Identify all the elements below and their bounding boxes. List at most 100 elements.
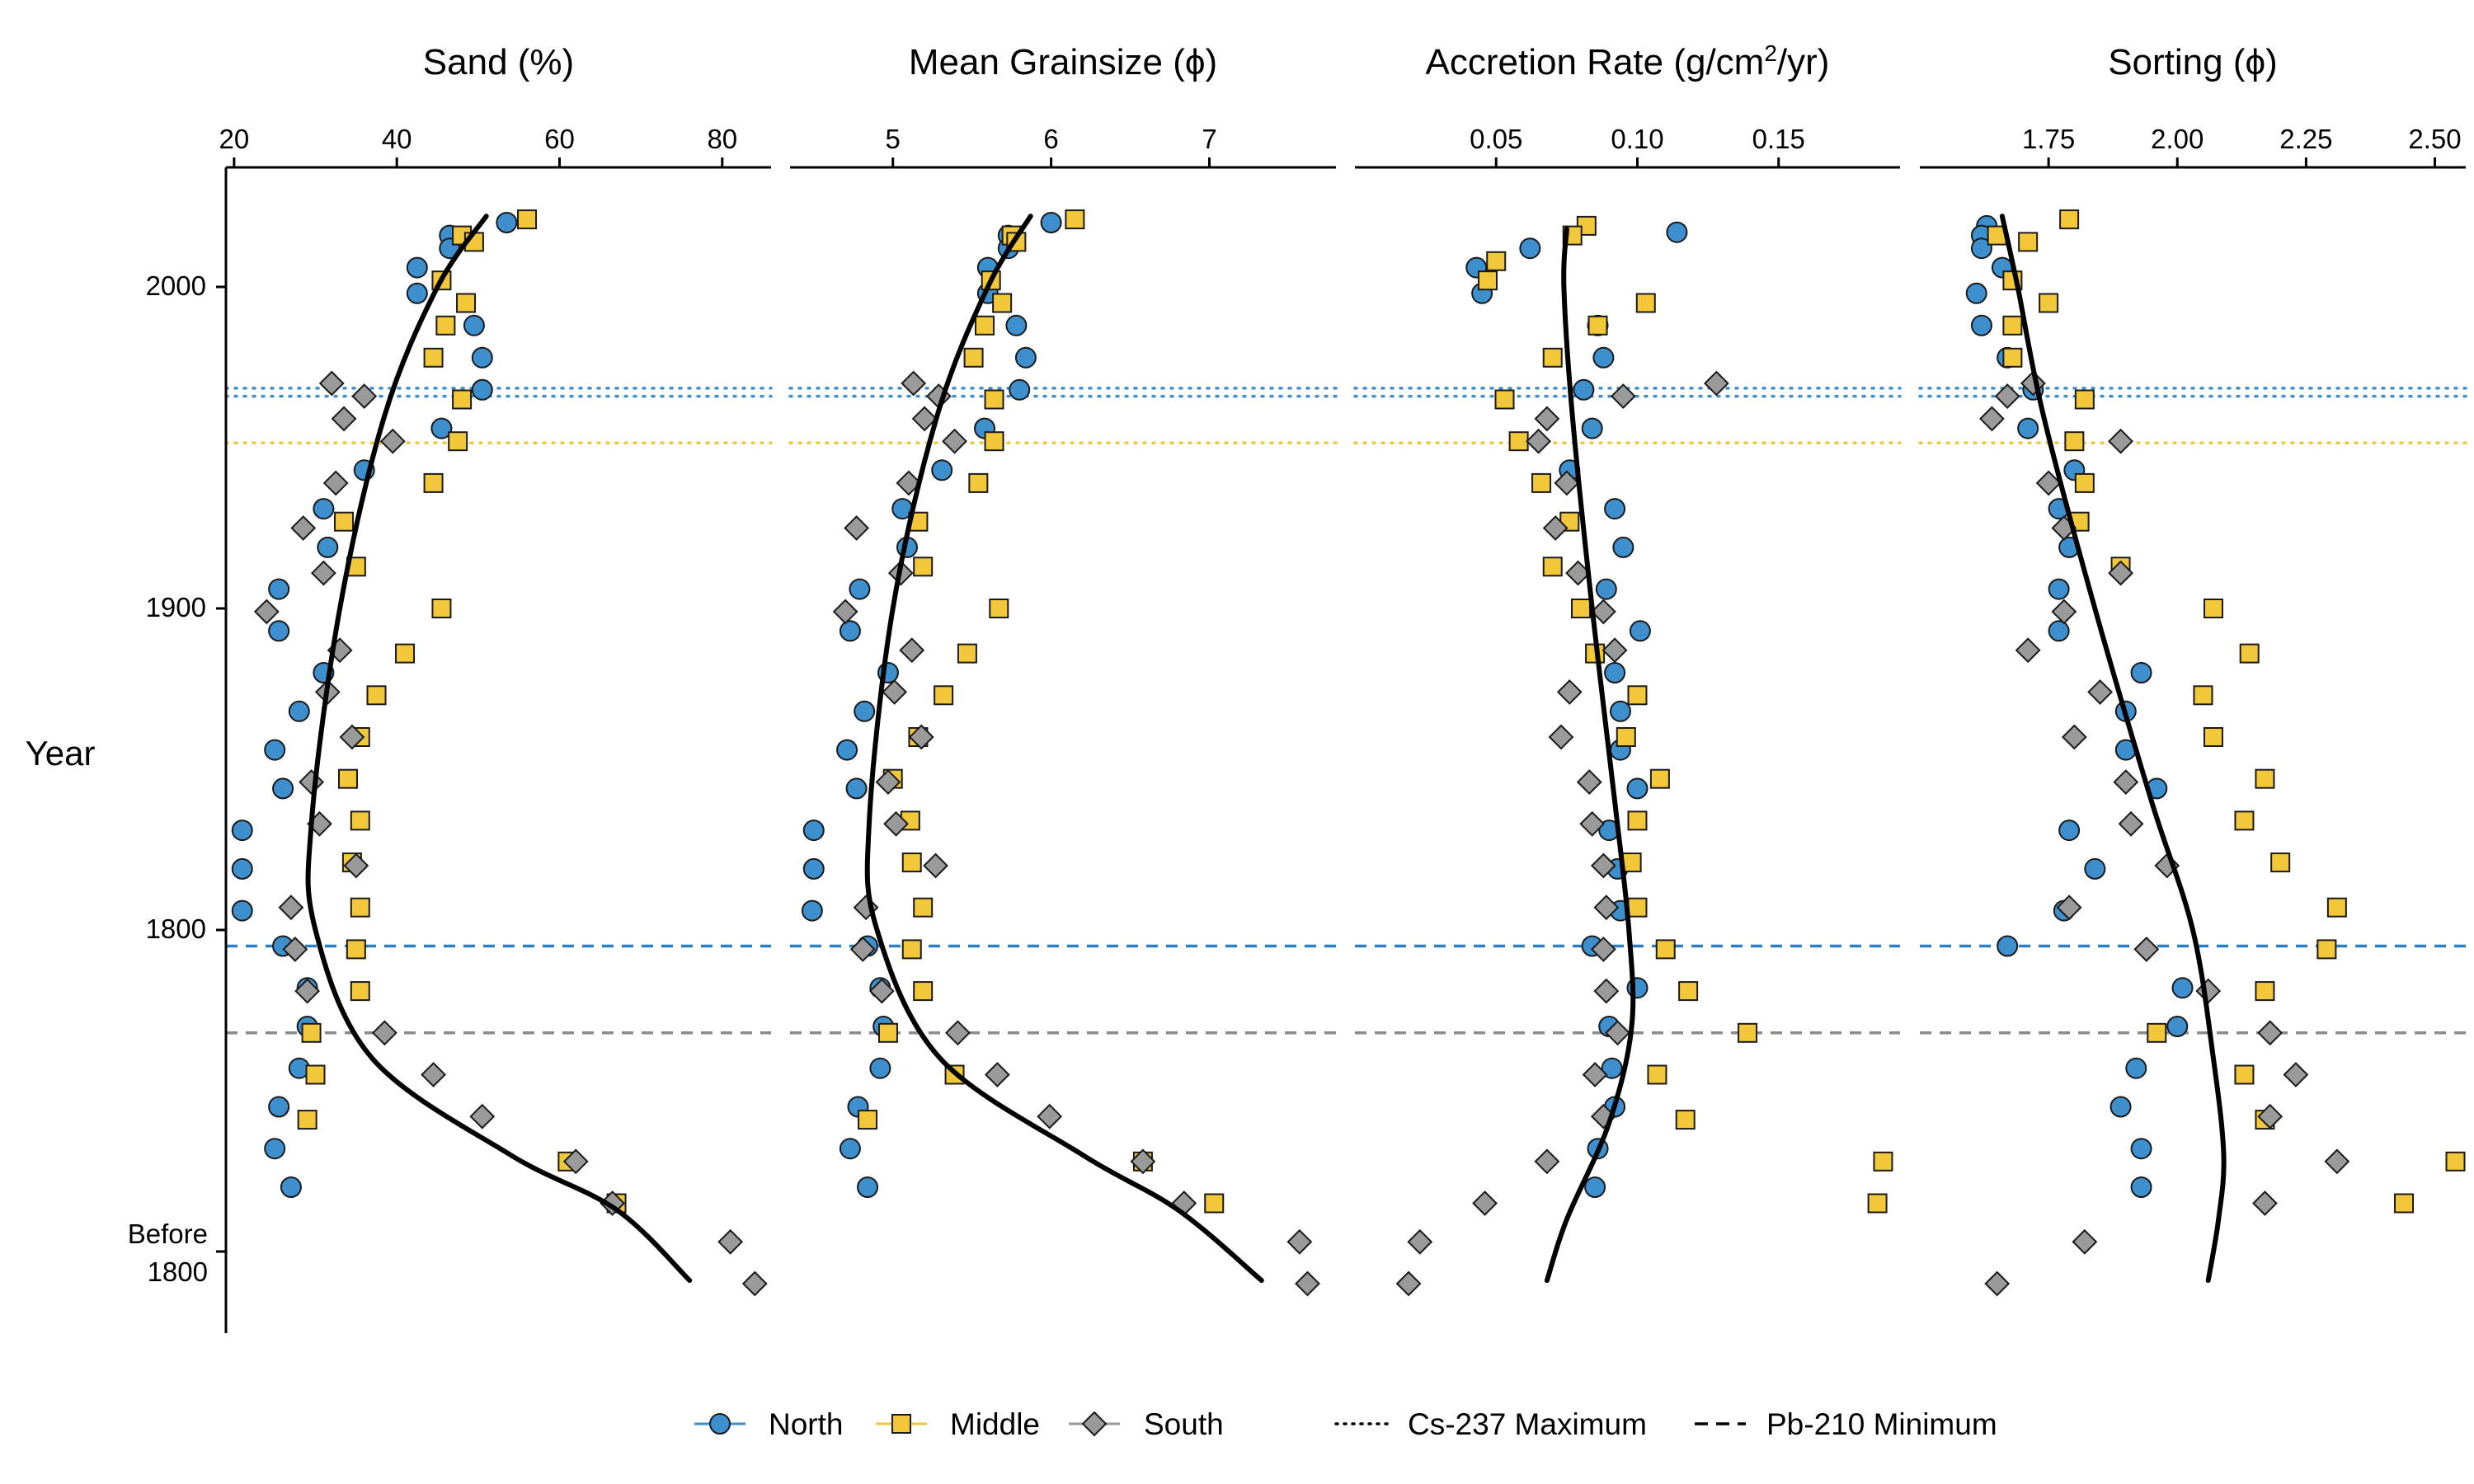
y-tick-label-1800: 1800	[146, 913, 206, 944]
point-south	[2061, 724, 2087, 750]
point-middle	[346, 939, 366, 960]
point-middle	[2394, 1193, 2415, 1214]
point-middle	[1486, 251, 1507, 271]
point-south	[469, 1103, 496, 1129]
x-tick-label: 20	[219, 124, 250, 154]
point-middle	[1477, 270, 1498, 291]
legend-cs137-label: Cs-237 Maximum	[1408, 1407, 1647, 1441]
point-south	[899, 637, 925, 664]
panel-title: Mean Grainsize (ϕ)	[909, 42, 1217, 82]
x-tick-label: 0.15	[1752, 124, 1805, 154]
point-north	[2130, 1138, 2152, 1160]
point-south	[331, 406, 357, 432]
point-middle	[337, 768, 358, 789]
y-axis-title: Year	[26, 734, 96, 773]
point-north	[1581, 417, 1603, 439]
legend-middle-symbol	[891, 1414, 911, 1434]
legend-south-symbol	[1081, 1411, 1108, 1437]
x-tick-label: 1.75	[2022, 124, 2075, 154]
point-south	[1286, 1228, 1313, 1255]
point-middle	[423, 347, 444, 368]
point-south	[1554, 470, 1580, 496]
point-south	[2133, 936, 2160, 962]
point-middle	[1647, 1064, 1667, 1085]
trend-line	[305, 214, 693, 1284]
panel-sorting: Sorting (ϕ) 1.75 2.00 2.25 2.50	[1918, 42, 2467, 1297]
x-tick-label: 80	[707, 124, 737, 154]
point-middle	[913, 981, 934, 1002]
point-north	[1519, 237, 1541, 260]
point-south	[911, 406, 938, 432]
point-north	[264, 739, 286, 761]
point-south	[1593, 978, 1620, 1004]
point-north	[1604, 662, 1626, 683]
point-south	[1472, 1190, 1498, 1216]
point-middle	[2059, 209, 2080, 230]
panel-accretion-rate-g-cm2-yr: Accretion Rate (g/cm2/yr) 0.05 0.10 0.15	[1353, 40, 1902, 1297]
point-south	[299, 769, 325, 796]
point-south	[844, 515, 870, 541]
point-north	[1040, 212, 1062, 233]
series-middle	[297, 209, 627, 1214]
point-middle	[877, 1022, 898, 1043]
point-south	[984, 1062, 1010, 1087]
x-tick-label: 40	[382, 124, 412, 154]
point-middle	[2203, 599, 2223, 618]
point-middle	[2039, 293, 2059, 313]
point-middle	[1678, 981, 1699, 1002]
point-south	[294, 978, 321, 1004]
point-south	[343, 852, 369, 879]
point-middle	[1494, 389, 1515, 410]
point-north	[463, 314, 485, 336]
point-north	[231, 819, 253, 842]
point-south	[908, 724, 934, 750]
point-middle	[1587, 315, 1608, 336]
point-north	[1014, 346, 1037, 369]
point-north	[268, 620, 290, 642]
x-tick-label: 2.50	[2408, 124, 2461, 154]
point-north	[1612, 536, 1634, 558]
point-south	[310, 560, 336, 586]
point-middle	[305, 1064, 326, 1085]
point-south	[1582, 1062, 1608, 1087]
point-middle	[2147, 1022, 2167, 1043]
point-middle	[1570, 599, 1591, 618]
point-south	[2257, 1103, 2284, 1129]
legend-item-south: South	[1069, 1407, 1224, 1441]
point-north	[869, 1057, 891, 1079]
point-middle	[297, 1110, 317, 1130]
y-axis: 2000 1900 1800 Before 1800 Year	[26, 167, 228, 1333]
point-south	[2257, 1020, 2284, 1046]
point-middle	[975, 315, 995, 336]
point-north	[839, 620, 861, 642]
point-north	[430, 417, 453, 439]
point-middle	[350, 897, 370, 918]
point-middle	[934, 685, 954, 706]
point-north	[406, 256, 428, 279]
y-tick-label-before-year: 1800	[148, 1256, 208, 1287]
point-middle	[435, 315, 456, 336]
point-north	[1626, 777, 1649, 800]
point-south	[1610, 383, 1636, 410]
point-north	[1573, 378, 1595, 401]
point-middle	[968, 472, 989, 493]
point-north	[471, 378, 493, 401]
point-middle	[2445, 1151, 2466, 1172]
point-north	[231, 857, 253, 880]
point-middle	[1621, 852, 1642, 873]
point-middle	[452, 389, 473, 410]
x-tick-label: 7	[1202, 124, 1216, 154]
point-north	[2171, 977, 2194, 999]
point-south	[1590, 852, 1616, 879]
point-south	[2056, 895, 2082, 921]
point-middle	[913, 556, 934, 577]
point-middle	[2203, 727, 2223, 747]
point-middle	[2074, 389, 2095, 410]
point-south	[2108, 560, 2133, 586]
point-middle	[989, 599, 1009, 618]
point-north	[231, 899, 253, 922]
point-south	[1593, 895, 1620, 921]
point-south	[883, 810, 909, 837]
point-north	[268, 578, 290, 600]
